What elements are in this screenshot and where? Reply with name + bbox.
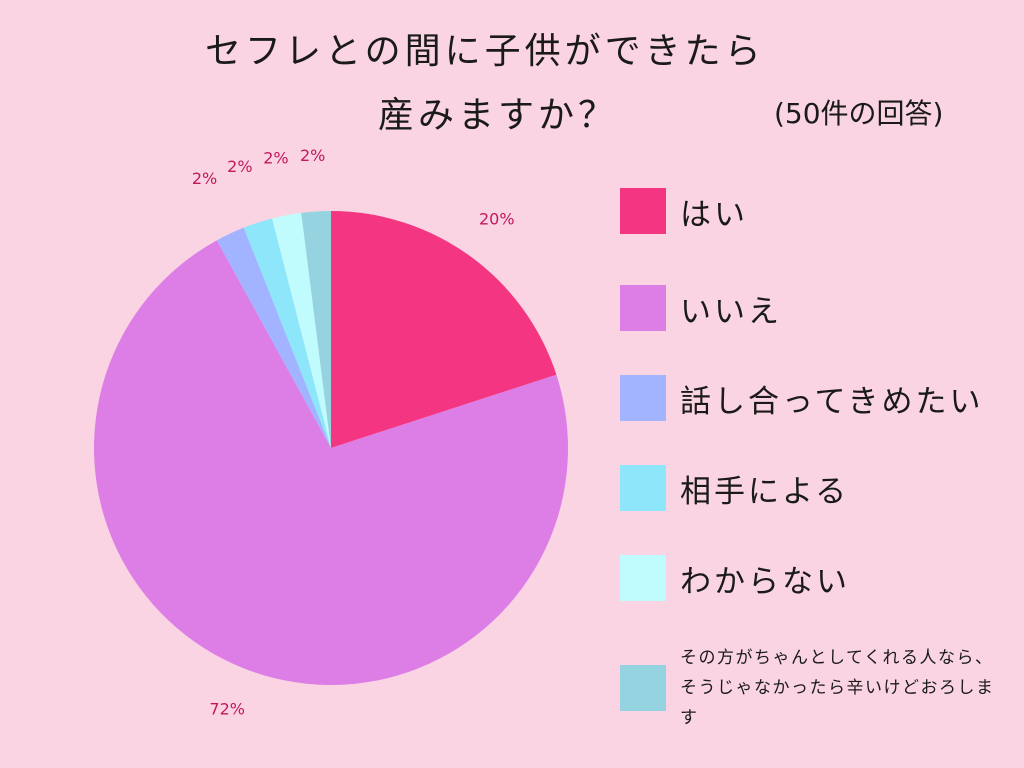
pie-slice-unknown (272, 212, 331, 448)
legend-swatch-conditional (620, 665, 666, 711)
legend-item-no: いいえ (620, 285, 782, 331)
pie-slice-discuss (216, 227, 331, 448)
legend-item-unknown: わからない (620, 555, 850, 601)
legend-swatch-discuss (620, 375, 666, 421)
pie-label-depends: 2% (227, 157, 252, 176)
legend-swatch-yes (620, 188, 666, 234)
legend-label-unknown: わからない (680, 563, 850, 600)
legend-swatch-no (620, 285, 666, 331)
legend-item-yes: はい (620, 188, 748, 234)
pie-label-unknown: 2% (263, 149, 288, 168)
response-count: (50件の回答) (774, 97, 944, 130)
pie-label-no: 72% (209, 700, 245, 719)
chart-title-line2: 産みますか？ (378, 95, 619, 136)
legend-swatch-depends (620, 465, 666, 511)
legend-label-no: いいえ (680, 293, 782, 330)
pie-label-yes: 20% (479, 209, 515, 228)
pie-slice-conditional (301, 211, 331, 448)
legend-label-yes: はい (680, 196, 748, 233)
legend-item-conditional: その方がちゃんとしてくれる人なら、そうじゃなかったら辛いけどおろします (620, 643, 1010, 733)
legend-item-depends: 相手による (620, 465, 849, 511)
legend-item-discuss: 話し合ってきめたい (620, 375, 984, 421)
pie-label-conditional: 2% (300, 146, 325, 165)
legend-label-conditional: その方がちゃんとしてくれる人なら、そうじゃなかったら辛いけどおろします (680, 648, 995, 728)
legend-swatch-unknown (620, 555, 666, 601)
pie-label-discuss: 2% (192, 169, 217, 188)
pie-slice-no (93, 240, 568, 685)
pie-slice-yes (331, 211, 557, 448)
chart-title-line1: セフレとの間に子供ができたら (205, 31, 765, 72)
pie-slice-depends (243, 218, 331, 448)
legend-label-discuss: 話し合ってきめたい (680, 383, 984, 420)
legend-label-depends: 相手による (680, 473, 850, 510)
